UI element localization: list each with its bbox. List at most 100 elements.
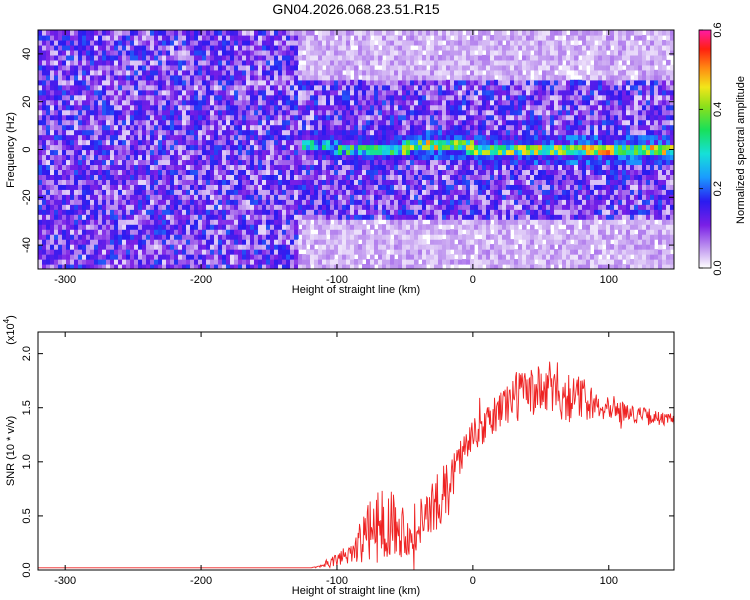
spectrogram-cell [358,49,363,56]
spectrogram-cell [158,79,163,86]
spectrogram-cell [94,214,99,220]
spectrogram-cell [174,64,179,71]
spectrogram-cell [226,264,231,269]
spectrogram-cell [378,244,383,250]
spectrogram-cell [118,209,123,215]
spectrogram-cell [230,124,235,131]
spectrogram-cell [298,219,303,225]
spectrogram-cell [430,179,435,185]
spectrogram-cell [66,209,71,215]
spectrogram-cell [90,254,95,260]
spectrogram-cell [194,89,199,96]
spectrogram-cell [354,30,359,36]
spectrogram-cell [190,119,195,126]
spectrogram-cell [142,49,147,56]
spectrogram-cell [178,169,183,175]
spectrogram-cell [146,134,151,141]
spectrogram-cell [150,169,155,175]
spectrogram-cell [342,104,347,111]
spectrogram-cell [106,199,111,205]
spectrogram-cell [118,104,123,111]
spectrogram-cell [170,159,175,166]
spectrogram-cell [118,254,123,260]
spectrogram-cell [134,129,139,136]
spectrogram-cell [234,199,239,205]
spectrogram-cell [394,264,399,269]
spectrogram-cell [198,59,203,66]
spectrogram-cell [230,249,235,255]
spectrogram-cell [262,49,267,56]
spectrogram-cell [338,144,343,151]
spectrogram-cell [438,30,443,36]
spectrogram-cell [318,74,323,81]
spectrogram-cell [218,54,223,61]
spectrogram-cell [94,249,99,255]
spectrogram-cell [270,189,275,195]
spectrogram-cell [410,259,415,265]
spectrogram-cell [314,239,319,245]
spectrogram-cell [54,209,59,215]
spectrogram-cell [66,194,71,200]
spectrogram-cell [354,234,359,240]
spectrogram-cell [222,164,227,171]
spectrogram-cell [50,209,55,215]
spectrogram-cell [354,94,359,101]
spectrogram-cell [114,114,119,121]
spectrogram-cell [458,254,463,260]
spectrogram-cell [446,204,451,210]
spectrogram-cell [314,59,319,66]
spectrogram-cell [298,99,303,106]
spectrogram-cell [282,134,287,141]
spectrogram-cell [142,239,147,245]
spectrogram-cell [414,144,419,151]
spectrogram-cell [454,39,459,46]
spectrogram-cell [290,239,295,245]
spectrogram-cell [262,99,267,106]
spectrogram-cell [342,84,347,91]
spectrogram-cell [306,59,311,66]
spectrogram-cell [410,134,415,141]
spectrogram-cell [406,64,411,71]
spectrogram-cell [254,164,259,171]
spectrogram-cell [402,149,407,156]
spectrogram-cell [38,214,43,220]
spectrogram-cell [362,149,367,156]
spectrogram-cell [418,174,423,180]
spectrogram-cell [402,79,407,86]
spectrogram-cell [146,199,151,205]
spectrogram-cell [174,99,179,106]
spectrogram-cell [258,84,263,91]
spectrogram-cell [294,174,299,180]
spectrogram-cell [90,74,95,81]
spectrogram-cell [166,169,171,175]
spectrogram-cell [78,214,83,220]
spectrogram-cell [138,54,143,61]
spectrogram-cell [454,59,459,66]
spectrogram-cell [190,79,195,86]
spectrogram-cell [254,239,259,245]
spectrogram-cell [338,30,343,36]
spectrogram-cell [274,209,279,215]
spectrogram-cell [326,54,331,61]
spectrogram-cell [150,59,155,66]
spectrogram-cell [90,84,95,91]
spectrogram-cell [186,234,191,240]
spectrogram-cell [226,119,231,126]
spectrogram-cell [298,134,303,141]
spectrogram-cell [294,64,299,71]
spectrogram-cell [118,184,123,190]
spectrogram-cell [302,114,307,121]
spectrogram-cell [386,49,391,56]
spectrogram-cell [42,129,47,136]
spectrogram-cell [254,169,259,175]
spectrogram-cell [286,229,291,235]
spectrogram-cell [434,59,439,66]
spectrogram-cell [58,134,63,141]
spectrogram-cell [338,239,343,245]
spectrogram-cell [90,264,95,269]
spectrogram-cell [302,30,307,36]
spectrogram-cell [434,104,439,111]
spectrogram-cell [362,59,367,66]
spectrogram-cell [134,164,139,171]
spectrogram-cell [146,194,151,200]
